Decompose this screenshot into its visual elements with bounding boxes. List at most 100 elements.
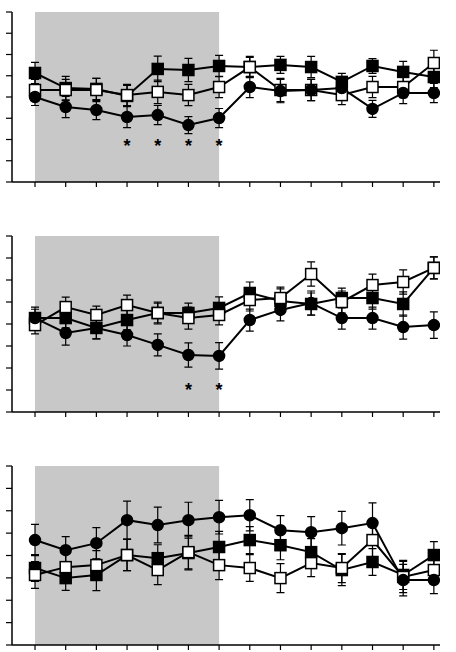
marker <box>367 60 378 71</box>
marker <box>398 575 409 586</box>
marker <box>152 110 163 121</box>
marker <box>214 560 225 571</box>
x-tick <box>157 645 158 650</box>
marker <box>275 573 286 584</box>
marker <box>30 92 41 103</box>
x-axis <box>12 181 440 183</box>
x-tick <box>311 645 312 650</box>
marker <box>60 573 71 584</box>
marker <box>428 550 439 561</box>
marker <box>122 300 133 311</box>
marker <box>91 560 102 571</box>
marker <box>60 545 71 556</box>
marker <box>398 87 409 98</box>
annotation: * <box>124 136 131 156</box>
marker <box>244 82 255 93</box>
marker <box>183 548 194 559</box>
x-tick <box>280 182 281 187</box>
data-area <box>30 257 440 369</box>
marker <box>428 87 439 98</box>
y-tick <box>6 118 12 119</box>
marker <box>428 262 439 273</box>
x-axis <box>12 644 440 646</box>
marker <box>336 83 347 94</box>
marker <box>367 82 378 93</box>
x-tick <box>218 645 219 650</box>
marker <box>398 322 409 333</box>
x-tick <box>372 412 373 417</box>
marker <box>275 59 286 70</box>
marker <box>122 90 133 101</box>
x-tick <box>433 182 434 187</box>
y-tick <box>6 279 12 280</box>
x-tick <box>249 412 250 417</box>
y-tick <box>6 11 12 12</box>
marker <box>336 523 347 534</box>
marker <box>398 276 409 287</box>
y-tick <box>6 139 12 140</box>
y-tick <box>6 555 12 556</box>
x-tick <box>311 412 312 417</box>
x-tick <box>218 412 219 417</box>
marker <box>275 304 286 315</box>
annotation: * <box>185 380 192 400</box>
marker <box>152 63 163 74</box>
chart-figure: ****** <box>0 0 456 652</box>
marker <box>336 297 347 308</box>
x-tick <box>34 412 35 417</box>
x-tick <box>403 412 404 417</box>
marker <box>367 518 378 529</box>
marker <box>367 293 378 304</box>
marker <box>244 62 255 73</box>
x-tick <box>65 645 66 650</box>
marker <box>60 562 71 573</box>
marker <box>91 538 102 549</box>
marker <box>244 295 255 306</box>
y-tick <box>6 323 12 324</box>
marker <box>183 90 194 101</box>
marker <box>152 308 163 319</box>
series-line <box>35 268 434 328</box>
y-tick <box>6 577 12 578</box>
y-tick <box>6 301 12 302</box>
marker <box>244 62 255 73</box>
marker <box>214 60 225 71</box>
x-tick <box>280 412 281 417</box>
marker <box>306 84 317 95</box>
marker <box>91 104 102 115</box>
marker <box>428 320 439 331</box>
marker <box>367 280 378 291</box>
series-line <box>35 268 434 325</box>
marker <box>183 350 194 361</box>
marker <box>30 67 41 78</box>
x-tick <box>403 182 404 187</box>
y-tick <box>6 160 12 161</box>
x-tick <box>249 182 250 187</box>
marker <box>183 65 194 76</box>
y-tick <box>6 533 12 534</box>
annotation: * <box>216 136 223 156</box>
y-tick <box>6 181 12 182</box>
marker <box>306 62 317 73</box>
x-tick <box>126 182 127 187</box>
x-tick <box>218 182 219 187</box>
shaded-region <box>35 236 219 412</box>
y-tick <box>6 465 12 466</box>
marker <box>367 103 378 114</box>
marker <box>214 309 225 320</box>
marker <box>91 322 102 333</box>
panel: **** <box>6 12 440 187</box>
marker <box>183 313 194 324</box>
y-tick <box>6 345 12 346</box>
marker <box>275 86 286 97</box>
x-tick <box>341 182 342 187</box>
y-tick <box>6 488 12 489</box>
marker <box>183 120 194 131</box>
x-tick <box>403 645 404 650</box>
marker <box>60 84 71 95</box>
annotation: * <box>185 136 192 156</box>
marker <box>152 308 163 319</box>
x-tick <box>126 412 127 417</box>
x-tick <box>433 412 434 417</box>
panel <box>6 466 440 650</box>
